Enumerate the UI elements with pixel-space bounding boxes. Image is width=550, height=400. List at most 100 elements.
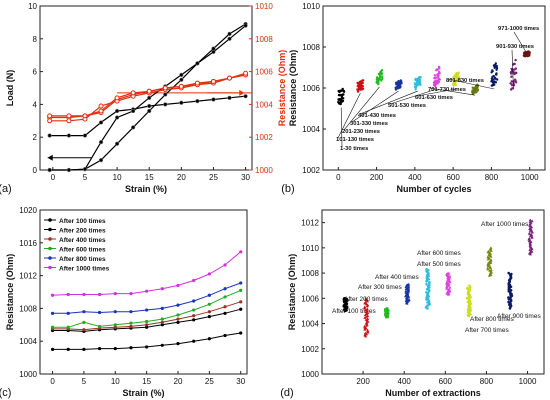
data-point [528,218,532,222]
y-tick-label: 1002 [301,345,319,354]
data-point [510,75,513,78]
label-leader-line [359,90,418,115]
data-point [495,72,498,75]
data-point [404,294,407,298]
data-point [364,302,368,306]
legend-entry: After 200 times [59,228,106,235]
data-point [66,325,70,329]
data-point [239,250,243,254]
data-point [364,315,368,318]
y-axis-label: Resistance (Ohm) [287,254,297,331]
data-point [162,85,168,91]
data-point [145,308,149,312]
data-point [363,331,367,335]
x-tick-label: 0 [51,173,56,182]
data-point [356,90,360,93]
y-tick-label: 0 [33,166,38,175]
data-point [47,113,53,119]
data-point [448,285,452,289]
data-point [178,83,184,89]
data-point [507,289,511,293]
data-point [377,81,380,84]
group-label: After 500 times [417,261,461,268]
plot-frame-0 [39,5,253,171]
data-point [163,92,168,97]
group-label: After 700 times [465,327,509,334]
data-point [47,167,52,173]
legend-swatch-dot [48,256,52,260]
data-point [438,66,441,70]
data-point [363,324,367,328]
data-point [66,167,72,173]
data-point [239,307,243,311]
data-point [82,310,86,314]
data-point [192,318,196,322]
data-point [445,272,449,276]
data-point [510,272,513,276]
y-tick-label: 1008 [19,304,37,313]
y-tick-label: 1004 [301,320,319,329]
data-point [364,300,368,304]
data-point [82,320,86,324]
right-tick-label: 1008 [255,35,273,44]
data-point [445,280,449,284]
data-point [364,326,368,330]
x-tick-label: 25 [205,377,214,386]
x-tick-label: 200 [356,377,370,386]
label-leader-line [389,88,437,105]
data-point [507,300,510,304]
panel-label: (c) [0,387,11,399]
data-point [97,324,102,329]
data-point [527,231,531,235]
data-point [98,103,104,109]
data-point [437,68,440,71]
legend-swatch-dot [48,237,52,241]
group-label: 401-430 times [358,113,396,119]
data-point [380,69,384,72]
data-point [210,78,216,84]
group-label: After 200 times [344,296,388,303]
data-point [366,314,370,317]
data-point [342,97,345,100]
data-point [147,103,152,109]
x-tick-label: 0 [336,173,341,182]
data-point [147,108,152,114]
y-tick-label: 4 [33,100,38,109]
x-tick-label: 10 [113,173,122,182]
data-point [192,314,196,318]
y-tick-label: 10 [28,2,37,11]
data-point [243,94,248,99]
data-point [448,274,452,278]
label-leader-line [511,49,514,89]
data-point [425,296,428,299]
x-axis-label: Number of extractions [385,388,481,398]
data-point [365,307,369,311]
group-label: 901-930 times [496,44,534,50]
data-point [495,68,498,72]
data-point [97,346,102,351]
data-point [50,311,55,315]
data-point [511,87,515,90]
group-label: After 300 times [358,284,402,291]
right-tick-label: 1002 [255,133,273,142]
data-point [530,219,534,223]
x-axis-label: Strain (%) [125,184,167,194]
data-point [364,296,368,300]
group-label: 971-1000 times [498,26,539,32]
data-point [114,115,120,120]
data-point [469,309,473,312]
y-axis-label: Resistance (Ohm) [288,50,298,127]
data-point [114,108,120,114]
plot-frame-2 [39,209,248,375]
group-label: After 800 times [470,316,514,323]
data-point [365,321,369,324]
data-point [129,324,133,329]
data-point [66,311,70,315]
label-leader-line [343,86,380,131]
data-point [207,272,211,276]
data-point [495,66,499,70]
data-point [192,339,196,343]
data-point [223,311,227,315]
group-label: 101-130 times [336,137,374,143]
